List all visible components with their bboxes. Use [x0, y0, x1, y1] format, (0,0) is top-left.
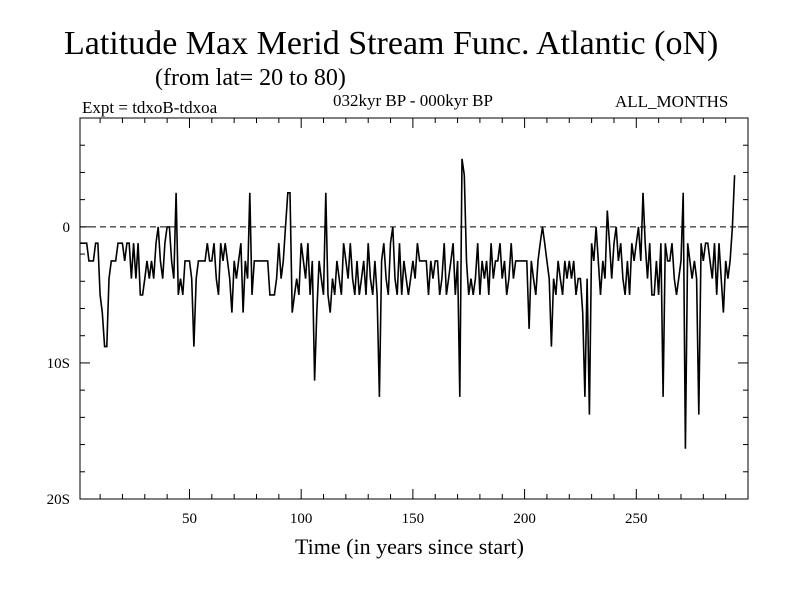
y-tick-label: 10S: [47, 356, 70, 372]
x-tick-label: 100: [290, 511, 313, 527]
chart-subtitle: (from lat= 20 to 80): [155, 65, 346, 91]
x-tick-label: 200: [513, 511, 536, 527]
x-tick-label: 50: [182, 511, 197, 527]
period-label: 032kyr BP - 000kyr BP: [333, 91, 493, 110]
x-tick-label: 250: [625, 511, 648, 527]
months-label: ALL_MONTHS: [615, 92, 729, 111]
series-line: [80, 158, 736, 449]
y-tick-label: 20S: [47, 492, 70, 508]
plot-frame: [79, 117, 749, 500]
x-axis-label: Time (in years since start): [295, 534, 524, 559]
experiment-label: Expt = tdxoB-tdxoa: [82, 98, 218, 117]
x-tick-label: 150: [402, 511, 425, 527]
chart-title: Latitude Max Merid Stream Func. Atlantic…: [64, 25, 719, 62]
y-tick-label: 0: [63, 220, 71, 236]
